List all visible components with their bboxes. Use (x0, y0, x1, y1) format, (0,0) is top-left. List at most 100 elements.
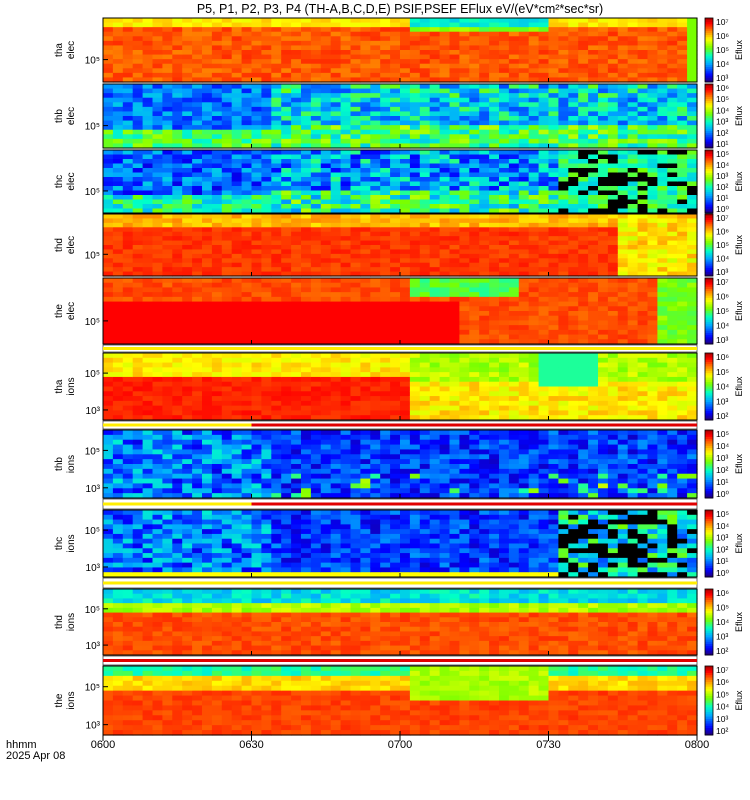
heatmap-cell (330, 367, 342, 373)
heatmap-cell (479, 31, 490, 37)
heatmap-cell (409, 320, 421, 326)
heatmap-cell (221, 415, 233, 421)
heatmap-cell (103, 68, 114, 74)
heatmap-cell (647, 97, 658, 103)
heatmap-cell (419, 22, 431, 28)
heatmap-cell (350, 367, 361, 373)
heatmap-cell (360, 199, 371, 205)
heatmap-cell (122, 372, 134, 378)
heatmap-cell (202, 134, 213, 140)
heatmap-cell (607, 27, 619, 33)
heatmap-cell (578, 231, 589, 237)
heatmap-cell (380, 134, 391, 140)
heatmap-cell (202, 159, 213, 165)
heatmap-cell (132, 222, 144, 228)
heatmap-cell (231, 40, 243, 47)
heatmap-cell (390, 54, 401, 60)
heatmap-cell (439, 72, 451, 79)
colorbar-segment (705, 120, 713, 123)
colorbar-segment (705, 39, 713, 42)
heatmap-cell (657, 150, 668, 156)
heatmap-cell (617, 190, 629, 196)
heatmap-cell (667, 267, 678, 273)
heatmap-cell (419, 93, 431, 99)
heatmap-cell (380, 362, 391, 368)
heatmap-cell (469, 36, 480, 42)
heatmap-cell (598, 249, 609, 255)
heatmap-cell (162, 271, 173, 277)
heatmap-cell (578, 278, 589, 284)
heatmap-cell (122, 204, 134, 210)
heatmap-cell (429, 415, 441, 421)
heatmap-cell (380, 227, 391, 233)
heatmap-cell (607, 282, 619, 289)
heatmap-cell (380, 415, 391, 421)
heatmap-cell (568, 54, 579, 60)
heatmap-cell (667, 271, 678, 277)
heatmap-cell (419, 186, 431, 192)
heatmap-cell (261, 40, 272, 47)
heatmap-cell (647, 258, 658, 264)
heatmap-cell (439, 271, 451, 277)
heatmap-cell (103, 362, 114, 368)
heatmap-cell (122, 362, 134, 368)
heatmap-cell (211, 410, 223, 416)
heatmap-cell (310, 204, 322, 210)
heatmap-cell (182, 18, 193, 24)
colorbar-segment (705, 269, 713, 273)
heatmap-cell (528, 72, 540, 79)
heatmap-cell (637, 334, 649, 340)
heatmap-cell (409, 271, 421, 277)
heatmap-cell (508, 102, 520, 108)
heatmap-cell (112, 27, 124, 33)
heatmap-cell (301, 249, 312, 255)
heatmap-cell (211, 339, 223, 345)
heatmap-cell (211, 138, 223, 145)
colorbar-segment (705, 245, 713, 248)
heatmap-cell (489, 195, 500, 201)
heatmap-cell (429, 72, 441, 79)
heatmap-cell (390, 45, 401, 51)
heatmap-cell (528, 106, 540, 113)
heatmap-cell (301, 227, 312, 233)
heatmap-cell (221, 249, 233, 255)
heatmap-cell (330, 231, 342, 237)
heatmap-cell (122, 186, 134, 192)
heatmap-cell (162, 405, 173, 412)
heatmap-cell (429, 159, 441, 165)
heatmap-cell (291, 386, 302, 392)
heatmap-cell (687, 287, 698, 293)
heatmap-cell (578, 143, 589, 149)
heatmap-cell (112, 45, 124, 51)
heatmap-cell (320, 400, 332, 407)
heatmap-cell (558, 63, 569, 69)
heatmap-cell (469, 262, 480, 268)
heatmap-cell (390, 287, 401, 293)
heatmap-cell (627, 77, 639, 83)
heatmap-cell (231, 111, 243, 117)
heatmap-cell (122, 267, 134, 273)
heatmap-cell (152, 306, 163, 312)
heatmap-cell (489, 159, 500, 165)
heatmap-cell (231, 31, 243, 37)
heatmap-cell (548, 240, 559, 246)
heatmap-cell (588, 172, 599, 178)
heatmap-cell (568, 88, 579, 94)
heatmap-cell (429, 84, 441, 90)
heatmap-cell (291, 357, 302, 364)
heatmap-cell (202, 36, 213, 42)
heatmap-cell (340, 134, 352, 140)
heatmap-cell (558, 138, 569, 145)
heatmap-cell (459, 292, 470, 298)
heatmap-cell (122, 120, 134, 126)
heatmap-cell (320, 27, 332, 33)
heatmap-cell (261, 278, 272, 284)
colorbar-segment (705, 22, 713, 25)
heatmap-cell (459, 138, 470, 145)
heatmap-cell (221, 386, 233, 392)
heatmap-cell (677, 208, 688, 214)
colorbar-tick-label: 10² (716, 182, 728, 192)
heatmap-cell (310, 186, 322, 192)
heatmap-cell (281, 218, 292, 224)
heatmap-cell (301, 54, 312, 60)
